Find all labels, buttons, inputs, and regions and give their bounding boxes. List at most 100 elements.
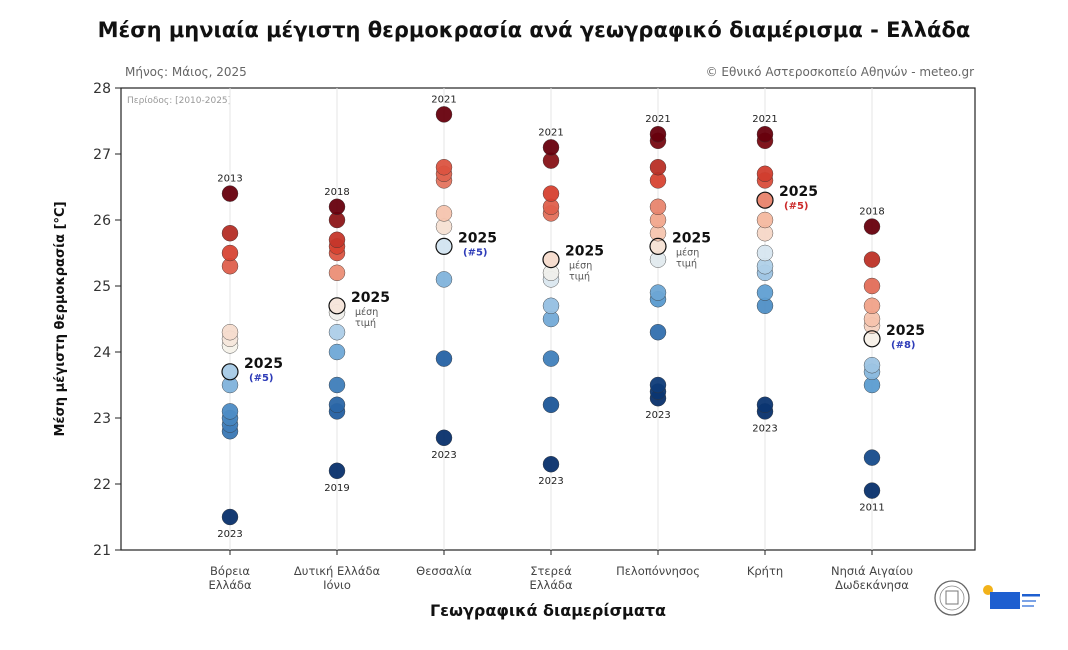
- highlight-2025-point: [863, 330, 881, 348]
- x-tick-label: Δωδεκάνησα: [835, 578, 909, 592]
- data-point: [328, 462, 346, 479]
- data-point: [435, 429, 453, 446]
- x-tick-label: Πελοπόννησος: [616, 564, 700, 578]
- min-year-label: 2019: [324, 483, 349, 494]
- x-tick-label: Στερεά: [530, 564, 572, 578]
- max-year-label: 2018: [324, 187, 349, 198]
- points-layer: [221, 106, 881, 526]
- annotation-mean-note: μέση: [676, 247, 699, 258]
- data-point: [221, 185, 239, 202]
- data-point: [863, 277, 881, 295]
- meteo-logo: [983, 585, 1040, 609]
- x-tick-label: Νησιά Αιγαίου: [831, 564, 913, 578]
- chart-subtitle-month: Μήνος: Μάιος, 2025: [125, 65, 247, 79]
- data-point: [649, 324, 667, 341]
- max-year-label: 2018: [859, 207, 884, 218]
- data-point: [542, 185, 560, 202]
- highlight-2025-point: [435, 237, 453, 255]
- data-point: [328, 376, 346, 394]
- data-point: [863, 297, 881, 314]
- data-point: [649, 125, 667, 143]
- y-tick-label: 24: [93, 345, 111, 361]
- annotation-2025: 2025: [244, 356, 283, 372]
- max-year-label: 2021: [431, 94, 456, 105]
- x-tick-label: Ελλάδα: [208, 578, 251, 592]
- annotation-2025: 2025: [565, 244, 604, 260]
- data-point: [221, 324, 239, 341]
- data-point: [863, 218, 881, 235]
- data-point: [863, 449, 881, 466]
- data-point: [542, 456, 560, 473]
- min-year-label: 2023: [645, 410, 670, 421]
- annotation-rank: (#5): [784, 201, 808, 212]
- annotation-2025: 2025: [458, 230, 497, 246]
- min-year-label: 2023: [752, 423, 777, 434]
- data-point: [221, 508, 239, 526]
- chart-copyright: © Εθνικό Αστεροσκοπείο Αθηνών - meteo.gr: [706, 65, 974, 79]
- y-tick-label: 26: [93, 213, 111, 229]
- data-point: [756, 125, 774, 143]
- data-point: [649, 158, 667, 176]
- y-tick-label: 27: [93, 147, 111, 163]
- annotation-2025: 2025: [672, 230, 711, 246]
- y-tick-label: 28: [93, 81, 111, 97]
- x-tick-label: Δυτική Ελλάδα: [294, 564, 381, 578]
- highlight-2025-point: [542, 251, 560, 269]
- data-point: [435, 350, 453, 367]
- annotation-mean-note: μέση: [569, 261, 592, 272]
- data-point: [328, 264, 346, 281]
- data-point: [542, 350, 560, 367]
- data-point: [328, 231, 346, 249]
- data-point: [863, 357, 881, 374]
- max-year-label: 2021: [645, 114, 670, 125]
- annotation-mean-note: τιμή: [355, 318, 376, 329]
- x-axis-title: Γεωγραφικά διαμερίσματα: [430, 601, 666, 620]
- y-tick-label: 22: [93, 477, 111, 493]
- annotation-mean-note: τιμή: [569, 272, 590, 283]
- highlight-2025-point: [328, 297, 346, 315]
- data-point: [542, 139, 560, 156]
- annotation-2025: 2025: [886, 323, 925, 339]
- x-tick-label: Ιόνιο: [323, 578, 351, 592]
- data-point: [221, 244, 239, 262]
- max-year-label: 2021: [752, 114, 777, 125]
- annotation-mean-note: τιμή: [676, 258, 697, 269]
- data-point: [649, 198, 667, 216]
- data-point: [328, 324, 346, 341]
- y-tick-label: 23: [93, 411, 111, 427]
- annotation-2025: 2025: [351, 290, 390, 306]
- annotation-rank: (#5): [463, 247, 487, 258]
- plot-frame: [120, 87, 976, 551]
- period-note: Περίοδος: [2010-2025]: [127, 96, 231, 106]
- data-point: [756, 211, 774, 229]
- min-year-label: 2023: [538, 476, 563, 487]
- x-tick-label: Βόρεια: [210, 564, 250, 578]
- min-year-label: 2023: [431, 450, 456, 461]
- x-tick-label: Κρήτη: [747, 564, 783, 578]
- data-point: [328, 198, 346, 216]
- x-tick-label: Θεσσαλία: [416, 564, 472, 578]
- data-point: [435, 106, 453, 123]
- data-point: [221, 224, 239, 242]
- data-point: [435, 271, 453, 288]
- y-tick-label: 25: [93, 279, 111, 295]
- x-tick-label: Ελλάδα: [529, 578, 572, 592]
- highlight-2025-point: [756, 191, 774, 209]
- data-point: [863, 482, 881, 499]
- data-point: [649, 284, 667, 301]
- annotation-2025: 2025: [779, 184, 818, 200]
- annotation-rank: (#8): [891, 340, 915, 351]
- data-point: [542, 297, 560, 314]
- data-point: [649, 376, 667, 394]
- data-point: [756, 244, 774, 262]
- min-year-label: 2011: [859, 503, 884, 514]
- max-year-label: 2021: [538, 127, 563, 138]
- y-axis: 21 22 23 24 25 26 27 28: [93, 81, 121, 559]
- annotation-mean-note: μέση: [355, 307, 378, 318]
- data-point: [863, 251, 881, 268]
- data-point: [756, 165, 774, 183]
- chart-title: Μέση μηνιαία μέγιστη θερμοκρασία ανά γεω…: [97, 18, 971, 42]
- data-point: [542, 396, 560, 413]
